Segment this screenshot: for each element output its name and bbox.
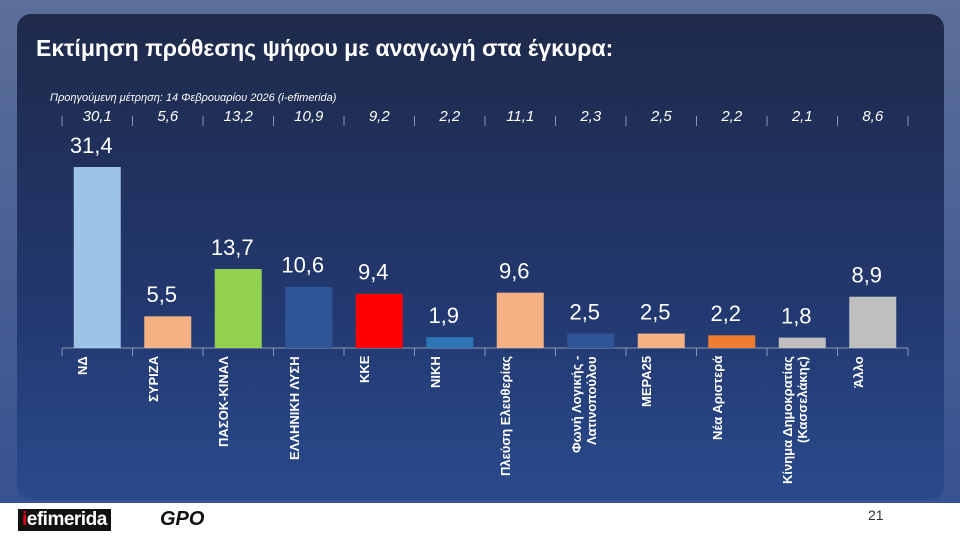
bar: [355, 293, 403, 348]
footer: [0, 503, 960, 540]
page-number: 21: [868, 507, 884, 523]
x-tick-label: ΜΕΡΑ25: [639, 356, 655, 408]
x-tick-label: Άλλο: [850, 356, 866, 388]
x-tick-label: ΚΚΕ: [357, 356, 373, 384]
value-label: 31,4: [70, 133, 113, 158]
bar: [849, 296, 897, 348]
bar: [285, 286, 333, 348]
bar: [496, 292, 544, 348]
value-label: 9,4: [358, 260, 389, 285]
value-label: 10,6: [281, 253, 324, 278]
value-label: 5,5: [146, 282, 177, 307]
value-label: 13,7: [211, 235, 254, 260]
partner-logo: GPO: [160, 508, 205, 530]
bar: [73, 167, 121, 348]
previous-value: 2,3: [579, 108, 602, 125]
previous-value: 2,1: [791, 108, 813, 125]
bar: [708, 335, 756, 348]
x-tick-label: ΝΙΚΗ: [427, 356, 443, 388]
chart-title: Εκτίμηση πρόθεσης ψήφου με αναγωγή στα έ…: [36, 35, 613, 61]
previous-value: 8,6: [862, 108, 884, 125]
value-label: 1,9: [428, 303, 459, 328]
x-tick-label: Κίνημα Δημοκρατίας (Κασσελάκης): [780, 356, 811, 484]
previous-value: 10,9: [294, 108, 324, 125]
previous-value: 2,5: [650, 108, 673, 125]
previous-value: 13,2: [224, 108, 254, 125]
previous-value: 11,1: [506, 108, 534, 125]
x-tick-label: Πλεύση Ελευθερίας: [498, 356, 514, 477]
value-label: 2,5: [569, 299, 600, 324]
brand-logo: iefimerida: [18, 509, 111, 531]
bar: [144, 316, 192, 348]
x-tick-label: ΠΑΣΟΚ-ΚΙΝΑΛ: [216, 356, 232, 447]
subtitle: Προηγούμενη μέτρηση: 14 Φεβρουαρίου 2026…: [50, 92, 337, 104]
x-tick-label: Φωνή Λογικής - Λατινοπούλου: [568, 356, 599, 454]
value-label: 2,2: [710, 301, 741, 326]
bar: [214, 269, 262, 348]
x-tick-label: ΕΛΛΗΝΙΚΗ ΛΥΣΗ: [286, 356, 302, 460]
bar: [778, 337, 826, 348]
previous-value: 5,6: [157, 108, 179, 125]
previous-value: 9,2: [369, 108, 391, 125]
previous-value: 30,1: [83, 108, 112, 125]
value-label: 8,9: [851, 263, 882, 288]
bar: [426, 337, 474, 348]
value-label: 2,5: [640, 299, 671, 324]
x-tick-label: ΣΥΡΙΖΑ: [145, 356, 161, 403]
bar: [567, 333, 615, 348]
value-label: 9,6: [499, 258, 530, 283]
bar: [637, 333, 685, 348]
x-tick-label: ΝΔ: [75, 356, 91, 375]
previous-value: 2,2: [438, 108, 461, 125]
panel: [17, 14, 944, 500]
value-label: 1,8: [781, 303, 812, 328]
previous-value: 2,2: [720, 108, 743, 125]
x-tick-label: Νέα Αριστερά: [709, 356, 725, 441]
